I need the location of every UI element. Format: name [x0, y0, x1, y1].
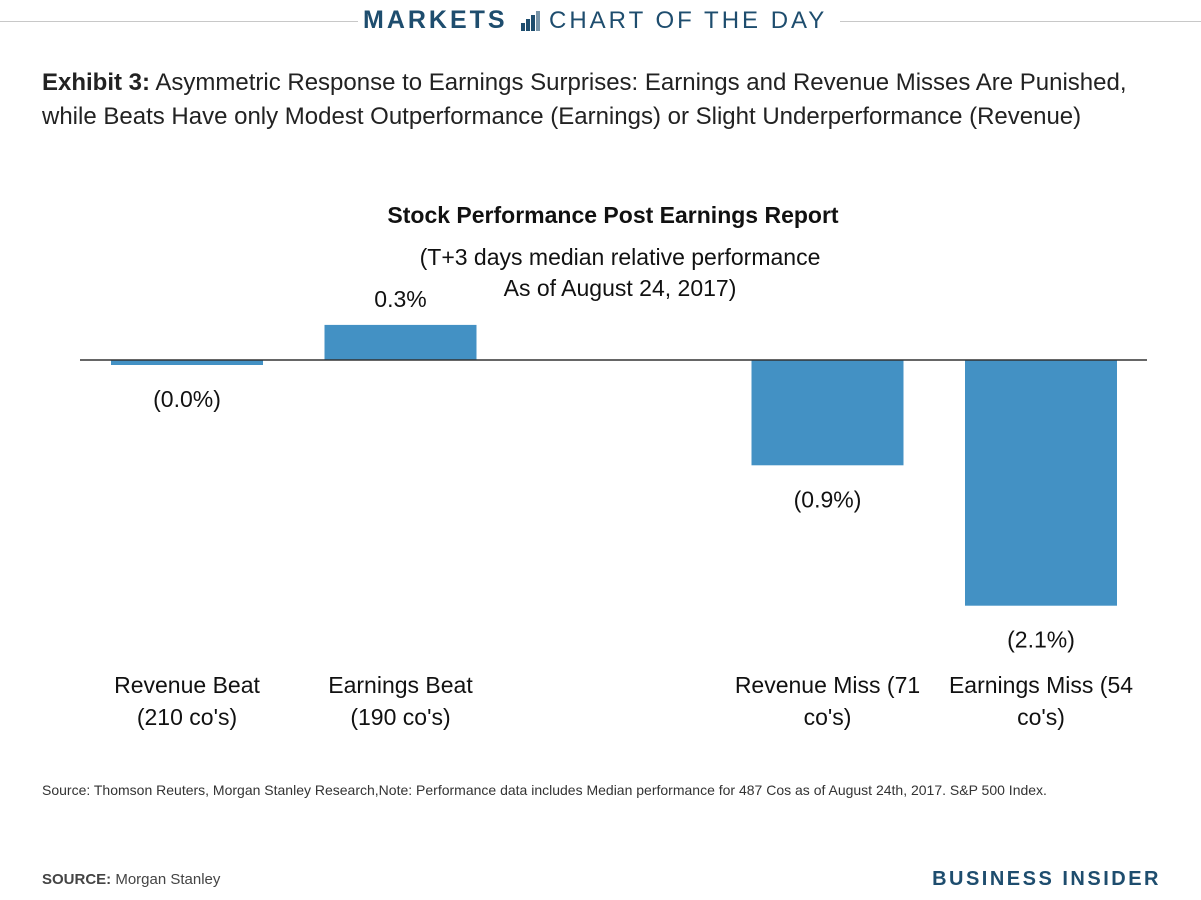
category-label: (210 co's) [137, 704, 237, 730]
category-label: co's) [804, 704, 852, 730]
banner-section: MARKETS [363, 6, 508, 34]
data-label: (0.9%) [794, 486, 862, 512]
bar [111, 360, 263, 365]
value-labels: (0.0%) 0.3% (0.9%) (2.1%) [153, 286, 1075, 653]
chart-subtitle-line-2: As of August 24, 2017) [504, 275, 737, 301]
category-label: Revenue Beat [114, 672, 260, 698]
category-labels: Revenue Beat (210 co's) Earnings Beat (190 … [114, 672, 1133, 730]
exhibit-title: Exhibit 3: Asymmetric Response to Earnin… [42, 66, 1182, 134]
chart-title: Stock Performance Post Earnings Report [387, 202, 839, 228]
brand-logo: BUSINESS INSIDER [932, 868, 1161, 890]
header-banner: MARKETS CHART OF THE DAY [0, 0, 1201, 44]
category-label: Earnings Miss (54 [949, 672, 1133, 698]
footer-source-value: Morgan Stanley [115, 871, 221, 888]
chart-subtitle-line-1: (T+3 days median relative performance [420, 244, 821, 270]
source-note: Source: Thomson Reuters, Morgan Stanley … [42, 782, 1047, 798]
bar [324, 324, 477, 360]
footer-source: SOURCE: Morgan Stanley [42, 871, 220, 888]
data-label: (2.1%) [1007, 627, 1075, 653]
data-label: (0.0%) [153, 386, 221, 412]
exhibit-title-text: Asymmetric Response to Earnings Surprise… [42, 69, 1127, 130]
bar-series [111, 324, 1117, 606]
category-label: co's) [1017, 704, 1065, 730]
bar [965, 360, 1117, 606]
category-label: Revenue Miss (71 [735, 672, 920, 698]
bar-chart-icon [521, 11, 540, 31]
bar [751, 360, 904, 466]
banner-subtitle: CHART OF THE DAY [549, 7, 828, 34]
exhibit-label: Exhibit 3: [42, 69, 151, 96]
banner-divider-left [0, 21, 358, 22]
banner-divider-right [840, 21, 1201, 22]
data-label: 0.3% [374, 286, 426, 312]
category-label: Earnings Beat [328, 672, 473, 698]
category-label: (190 co's) [350, 704, 450, 730]
footer-source-label: SOURCE: [42, 871, 112, 888]
